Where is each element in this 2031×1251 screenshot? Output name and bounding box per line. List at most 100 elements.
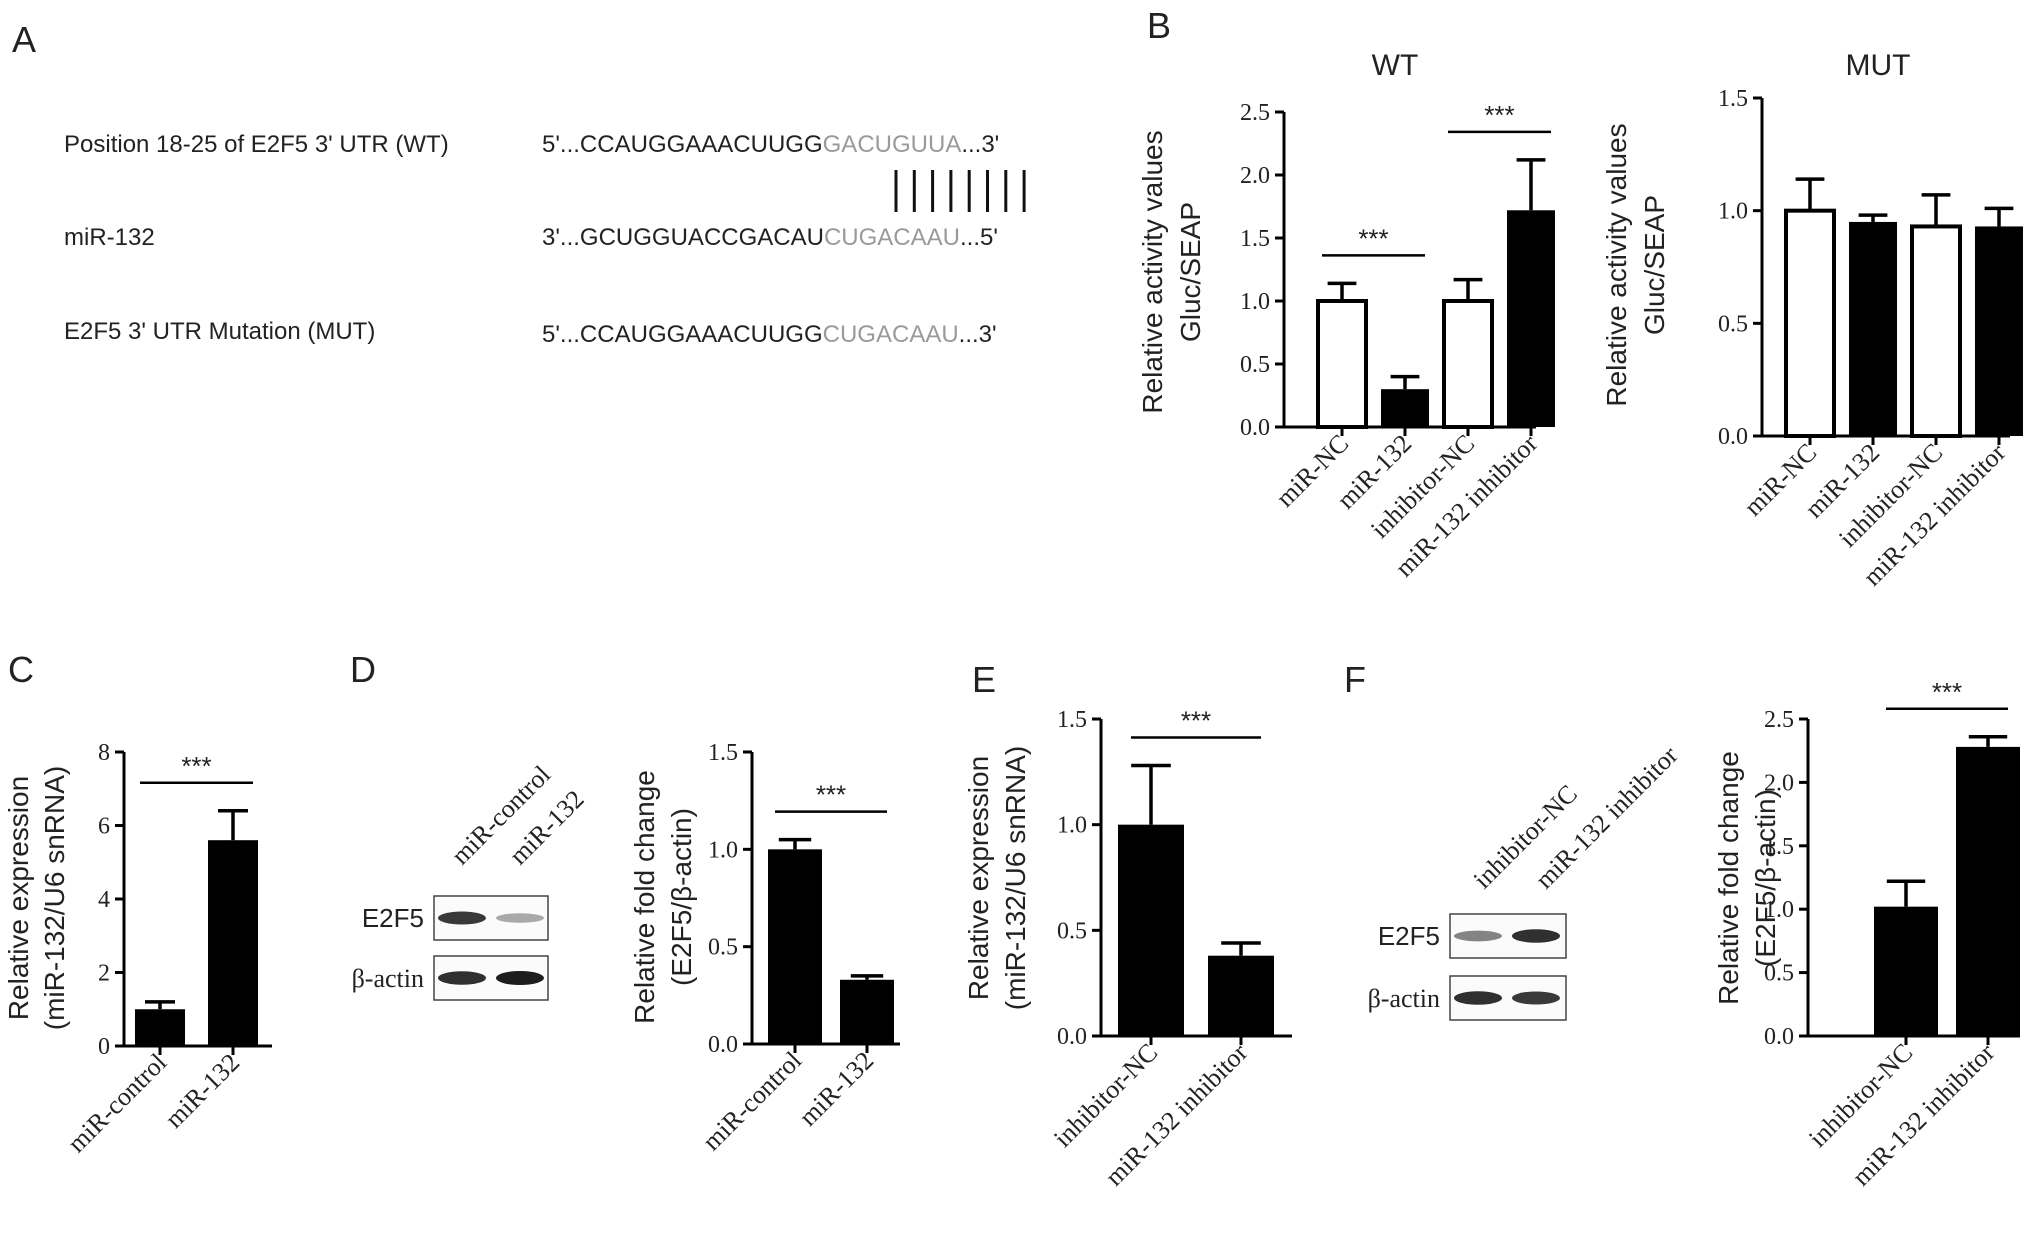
bar bbox=[1784, 208, 1836, 438]
y-axis-label: (E2F5/β-actin) bbox=[666, 808, 697, 986]
y-tick-label: 1.0 bbox=[708, 837, 738, 863]
y-tick-label: 1.5 bbox=[708, 740, 738, 766]
y-axis-label: Relative fold change bbox=[629, 770, 660, 1024]
y-tick-label: 1.0 bbox=[1764, 897, 1794, 923]
sequence-row-mirna: 3'...GCUGGUACCGACAUCUGACAAU...5' bbox=[542, 224, 998, 251]
sequence-row-wt: 5'...CCAUGGAAACUUGGGACUGUUA...3' bbox=[542, 131, 999, 158]
y-tick-label: 0.0 bbox=[1057, 1024, 1087, 1050]
blot-band bbox=[438, 911, 486, 925]
sequence-row-label: E2F5 3' UTR Mutation (MUT) bbox=[64, 318, 375, 345]
y-tick-label: 2.5 bbox=[1764, 707, 1794, 733]
y-tick-label: 0.5 bbox=[708, 935, 738, 961]
significance-label: *** bbox=[816, 780, 846, 810]
bar bbox=[1849, 221, 1897, 436]
blot-band bbox=[1512, 991, 1560, 1005]
bar bbox=[1975, 226, 2023, 436]
bar bbox=[135, 1009, 185, 1046]
y-tick-label: 8 bbox=[98, 740, 110, 766]
significance-label: *** bbox=[1181, 705, 1211, 735]
y-tick-label: 0.0 bbox=[1764, 1024, 1794, 1050]
chart-e: 0.0 0.5 1.0 1.5 Relative expression (miR-132/… bbox=[963, 705, 1292, 1192]
panel-label-b: B bbox=[1147, 5, 1171, 46]
y-axis-label: (miR-132/U6 snRNA) bbox=[1000, 746, 1031, 1011]
y-tick-label: 1.5 bbox=[1718, 86, 1748, 112]
bar bbox=[1316, 299, 1368, 429]
x-tick-label: miR-132 bbox=[793, 1046, 879, 1132]
blot-band bbox=[1454, 930, 1502, 942]
y-axis-label: (miR-132/U6 snRNA) bbox=[39, 766, 70, 1031]
panel-label-e: E bbox=[972, 659, 996, 700]
blot-row-label: E2F5 bbox=[1378, 921, 1440, 951]
significance-label: *** bbox=[1932, 677, 1962, 707]
bar bbox=[1442, 299, 1494, 429]
bar bbox=[1118, 824, 1184, 1036]
y-axis-label: Relative activity values bbox=[1601, 123, 1632, 406]
y-tick-label: 0.0 bbox=[708, 1032, 738, 1058]
bar bbox=[1507, 210, 1555, 427]
y-axis-label: Relative fold change bbox=[1713, 751, 1744, 1005]
y-tick-label: 1.0 bbox=[1718, 199, 1748, 225]
base-pairing-lines bbox=[894, 170, 1026, 212]
y-axis-label: Relative expression bbox=[963, 756, 994, 1000]
blot-band bbox=[496, 913, 544, 923]
chart-d: 0.0 0.5 1.0 1.5 Relative fold change (E2F5/β-… bbox=[629, 740, 900, 1156]
y-tick-label: 1.5 bbox=[1764, 834, 1794, 860]
sequence-alignment: Position 18-25 of E2F5 3' UTR (WT) 5'...… bbox=[64, 131, 1026, 348]
blot-band bbox=[1454, 991, 1502, 1005]
bar bbox=[1910, 224, 1962, 438]
y-tick-label: 0.5 bbox=[1764, 961, 1794, 987]
chart-title: WT bbox=[1372, 49, 1419, 82]
blot-band bbox=[496, 971, 544, 985]
blot-row-label: E2F5 bbox=[362, 903, 424, 933]
y-tick-label: 0.5 bbox=[1718, 311, 1748, 337]
y-tick-label: 1.5 bbox=[1240, 226, 1270, 252]
chart-f: 0.0 0.5 1.0 1.5 2.0 2.5 Relative fold change (E… bbox=[1713, 677, 2020, 1192]
y-tick-label: 4 bbox=[98, 887, 110, 913]
y-axis-label: Relative activity values bbox=[1137, 130, 1168, 413]
y-tick-label: 1.5 bbox=[1057, 707, 1087, 733]
y-tick-label: 2.0 bbox=[1764, 770, 1794, 796]
bar bbox=[1208, 955, 1274, 1036]
y-tick-label: 0.0 bbox=[1240, 415, 1270, 441]
y-tick-label: 0.0 bbox=[1718, 424, 1748, 450]
panel-label-d: D bbox=[350, 649, 376, 690]
chart-c: 0 2 4 6 8 Relative expression (miR-132/U6 snRN… bbox=[3, 740, 272, 1158]
bar bbox=[840, 979, 894, 1044]
panel-label-a: A bbox=[12, 19, 36, 60]
panel-label-c: C bbox=[8, 649, 34, 690]
significance-label: *** bbox=[181, 751, 211, 781]
significance-label: *** bbox=[1358, 223, 1388, 253]
bar bbox=[208, 840, 258, 1046]
y-tick-label: 1.0 bbox=[1240, 289, 1270, 315]
sequence-row-label: miR-132 bbox=[64, 224, 155, 251]
y-tick-label: 6 bbox=[98, 814, 110, 840]
y-axis-label: (E2F5/β-actin) bbox=[1750, 789, 1781, 967]
bar bbox=[1956, 746, 2020, 1036]
sequence-row-label: Position 18-25 of E2F5 3' UTR (WT) bbox=[64, 131, 449, 158]
y-tick-label: 2.0 bbox=[1240, 163, 1270, 189]
sequence-row-mut: 5'...CCAUGGAAACUUGGCUGACAAU...3' bbox=[542, 321, 997, 348]
y-tick-label: 0 bbox=[98, 1034, 110, 1060]
y-axis-label: Gluc/SEAP bbox=[1639, 195, 1670, 335]
panel-label-f: F bbox=[1344, 659, 1366, 700]
bar bbox=[1381, 389, 1429, 427]
blot-row-label: β-actin bbox=[1368, 984, 1440, 1013]
bar bbox=[768, 849, 822, 1044]
x-tick-label: miR-132 inhibitor bbox=[1846, 1037, 2000, 1191]
blot-band bbox=[438, 971, 486, 985]
y-tick-label: 1.0 bbox=[1057, 813, 1087, 839]
chart-title: MUT bbox=[1846, 49, 1911, 82]
y-tick-label: 0.5 bbox=[1057, 918, 1087, 944]
y-tick-label: 2 bbox=[98, 961, 110, 987]
bar bbox=[1874, 906, 1938, 1036]
y-tick-label: 0.5 bbox=[1240, 352, 1270, 378]
y-tick-label: 2.5 bbox=[1240, 100, 1270, 126]
chart-b-mut: 0.0 0.5 1.0 1.5 Relative activity values Gluc… bbox=[1601, 49, 2023, 592]
chart-b-wt: 0.0 0.5 1.0 1.5 2.0 2.5 Relative activity valu… bbox=[1137, 49, 1555, 583]
blot-band bbox=[1512, 929, 1560, 943]
blot-row-label: β-actin bbox=[352, 964, 424, 993]
x-tick-label: miR-control bbox=[697, 1046, 807, 1156]
